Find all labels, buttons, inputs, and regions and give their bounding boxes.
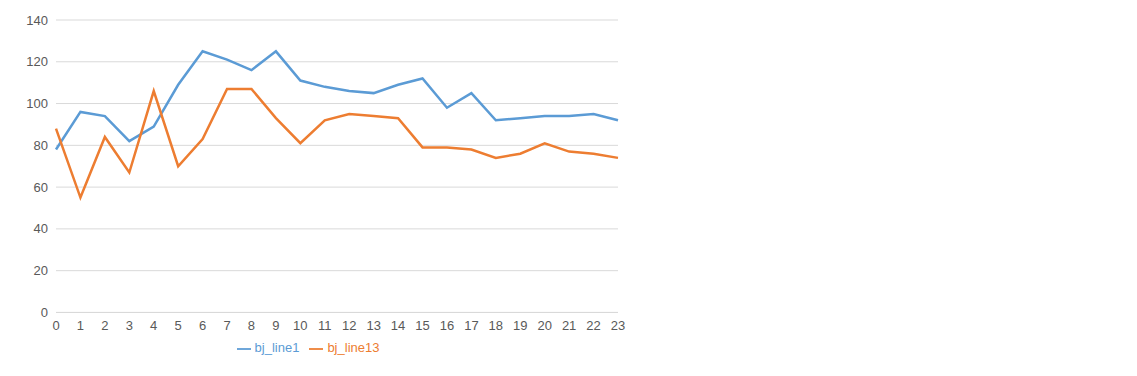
html-text:bj_line1: bj_line1: [254, 340, 300, 356]
svg-text:20: 20: [537, 318, 551, 333]
svg-text:8: 8: [248, 318, 255, 333]
svg-text:10: 10: [293, 318, 307, 333]
svg-text:6: 6: [199, 318, 206, 333]
svg-text:15: 15: [415, 318, 429, 333]
svg-text:23: 23: [611, 318, 625, 333]
svg-text:16: 16: [440, 318, 454, 333]
html-text:bj_line13: bj_line13: [327, 340, 380, 356]
svg-text:14: 14: [391, 318, 405, 333]
svg-text:5: 5: [175, 318, 182, 333]
svg-text:17: 17: [464, 318, 478, 333]
svg-text:3: 3: [126, 318, 133, 333]
svg-text:60: 60: [34, 180, 48, 195]
svg-text:1: 1: [77, 318, 84, 333]
svg-text:0: 0: [41, 305, 48, 320]
svg-text:12: 12: [342, 318, 356, 333]
svg-text:120: 120: [26, 54, 48, 69]
svg-text:4: 4: [150, 318, 157, 333]
svg-text:140: 140: [26, 13, 48, 28]
svg-text:2: 2: [101, 318, 108, 333]
svg-text:21: 21: [562, 318, 576, 333]
svg-text:19: 19: [513, 318, 527, 333]
svg-text:80: 80: [34, 138, 48, 153]
svg-text:9: 9: [272, 318, 279, 333]
svg-text:100: 100: [26, 96, 48, 111]
svg-text:20: 20: [34, 263, 48, 278]
svg-text:0: 0: [52, 318, 59, 333]
svg-text:18: 18: [489, 318, 503, 333]
svg-text:22: 22: [586, 318, 600, 333]
svg-text:40: 40: [34, 221, 48, 236]
svg-text:13: 13: [366, 318, 380, 333]
svg-text:11: 11: [318, 318, 332, 333]
svg-text:7: 7: [223, 318, 230, 333]
